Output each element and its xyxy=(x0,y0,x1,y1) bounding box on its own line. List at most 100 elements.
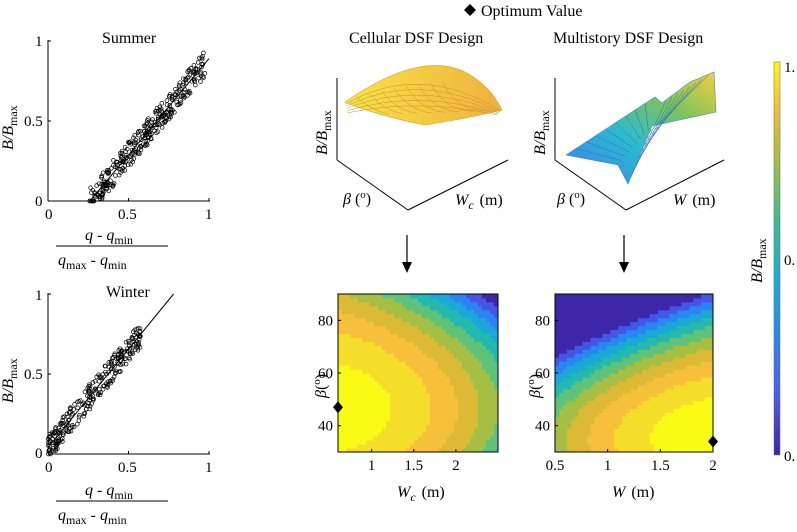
contour-cell xyxy=(382,313,387,319)
contour-cell xyxy=(677,448,682,452)
contour-cell xyxy=(685,408,690,413)
contour-cell xyxy=(438,321,443,327)
contour-cell xyxy=(474,384,479,390)
contour-cell xyxy=(454,412,459,417)
contour-cell xyxy=(358,400,363,406)
contour-cell xyxy=(482,408,487,413)
contour-cell xyxy=(570,384,576,390)
contour-cell xyxy=(474,325,479,331)
contour-cell xyxy=(634,388,639,394)
contour-cell xyxy=(478,294,483,299)
contour-cell xyxy=(610,313,615,319)
contour-cell xyxy=(494,333,498,338)
contour-cell xyxy=(362,365,367,370)
contour-cell xyxy=(602,337,607,342)
contour-cell xyxy=(709,325,713,331)
contour-cell xyxy=(382,329,387,334)
contour-cell xyxy=(454,357,459,362)
contour-cell xyxy=(630,404,635,410)
scatter-point xyxy=(94,374,99,380)
contour-cell xyxy=(338,361,343,366)
contour-cell xyxy=(386,317,391,323)
contour-cell xyxy=(358,424,363,429)
contour-cell xyxy=(637,349,643,354)
contour-cell xyxy=(618,305,623,311)
contour-cell xyxy=(486,294,491,299)
contour-cell xyxy=(701,373,706,378)
contour-cell xyxy=(354,357,359,362)
contour-cell xyxy=(458,361,463,366)
contour-cell xyxy=(570,444,576,449)
scatter-point xyxy=(169,111,174,117)
contour-cell xyxy=(570,345,576,350)
contour-cell xyxy=(398,384,403,390)
contour-cell xyxy=(697,317,702,323)
contour-cell xyxy=(598,365,603,370)
contour-cell xyxy=(466,361,471,366)
contour-cell xyxy=(665,444,671,449)
contour-cell xyxy=(450,309,455,315)
contour-cell xyxy=(410,309,415,315)
contour-cell xyxy=(669,345,674,350)
contour-cell xyxy=(342,376,347,382)
contour-cell xyxy=(338,345,343,350)
contour-cell xyxy=(689,294,694,299)
contour-cell xyxy=(458,408,463,413)
contour-cell xyxy=(490,412,495,417)
contour-cell xyxy=(386,384,391,390)
scatter-point xyxy=(60,439,65,444)
contour-cell xyxy=(410,448,415,452)
contour-cell xyxy=(418,412,423,417)
contour-cell xyxy=(470,294,475,299)
contour-cell xyxy=(422,357,427,362)
contour-cell xyxy=(637,404,643,410)
contour-cell xyxy=(378,349,383,354)
contour-cell xyxy=(398,345,403,350)
contour-cell xyxy=(454,337,459,342)
scatter-point xyxy=(173,87,178,92)
contour-cell xyxy=(661,329,667,334)
contour-cell xyxy=(394,325,399,331)
contour-cell xyxy=(398,400,403,406)
scatter-point xyxy=(178,93,184,99)
contour-cell xyxy=(614,444,619,449)
contour-cell xyxy=(414,329,419,334)
contour-cell xyxy=(478,337,483,342)
mesh-line-11 xyxy=(346,100,499,115)
contour-cell xyxy=(637,392,643,398)
contour-cell xyxy=(606,444,611,449)
mesh-line-15 xyxy=(649,75,709,133)
contour-cell xyxy=(482,305,487,311)
contour-cell xyxy=(454,345,459,350)
contour-cell xyxy=(618,388,623,394)
scatter-point xyxy=(135,149,141,155)
contour-cell xyxy=(602,416,607,421)
contour-cell xyxy=(346,432,351,437)
contour-cell xyxy=(693,396,698,402)
contour-cell xyxy=(701,444,706,449)
cellular-surface-w-label: Wc (m) xyxy=(455,192,503,212)
contour-cell xyxy=(582,428,588,433)
contour-cell xyxy=(634,373,639,378)
contour-cell xyxy=(669,317,674,323)
contour-cell xyxy=(637,388,643,394)
contour-cell xyxy=(558,317,564,323)
contour-cell xyxy=(582,305,588,311)
contour-cell xyxy=(657,333,663,338)
contour-cell xyxy=(458,313,463,319)
contour-cell xyxy=(398,416,403,421)
contour-cell xyxy=(394,341,399,346)
contour-cell xyxy=(661,444,667,449)
contour-cell xyxy=(685,396,690,402)
contour-cell xyxy=(426,333,431,338)
contour-cell xyxy=(450,384,455,390)
contour-cell xyxy=(382,349,387,354)
scatter-point xyxy=(129,152,135,157)
contour-cell xyxy=(598,361,603,366)
contour-cell xyxy=(566,384,572,390)
contour-cell xyxy=(661,333,667,338)
contour-cell xyxy=(558,416,564,421)
contour-cell xyxy=(614,365,619,370)
contour-cell xyxy=(474,432,479,437)
contour-cell xyxy=(450,416,455,421)
